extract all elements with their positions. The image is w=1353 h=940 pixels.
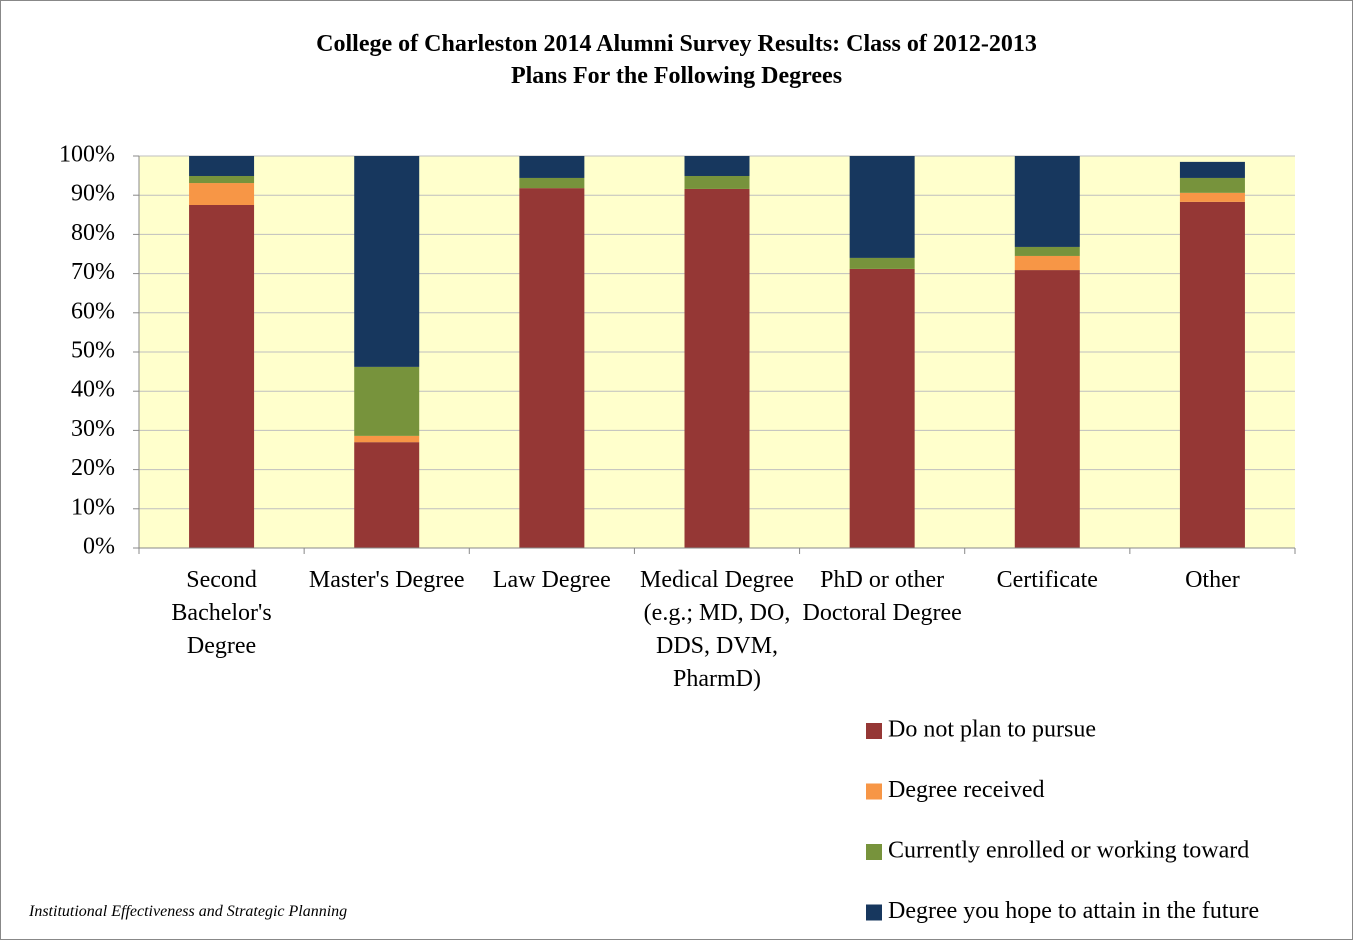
y-tick-label: 40%	[71, 377, 115, 403]
bar-segment	[849, 156, 915, 258]
bar-segment	[1014, 246, 1080, 256]
chart-title: College of Charleston 2014 Alumni Survey…	[316, 31, 1037, 57]
bar-segment	[189, 183, 255, 205]
bar-segment	[519, 188, 585, 549]
legend-swatch	[866, 844, 882, 860]
y-tick-label: 100%	[59, 142, 115, 168]
bar-segment	[189, 156, 255, 176]
bar-segment	[1179, 161, 1245, 178]
bar-segment	[1014, 255, 1080, 271]
bar-segment	[354, 435, 420, 443]
bar-segment	[1179, 192, 1245, 202]
y-tick-label: 30%	[71, 416, 115, 442]
bar-segment	[684, 188, 750, 549]
x-tick-label: Master's Degree	[308, 567, 465, 593]
bar-segment	[1179, 201, 1245, 548]
legend-label: Degree received	[888, 777, 1045, 803]
bar-segment	[1014, 156, 1080, 247]
bar-segment	[189, 205, 255, 548]
x-tick-label: Other	[1185, 567, 1240, 593]
legend-swatch	[866, 723, 882, 739]
bar-segment	[684, 175, 750, 189]
bar-segment	[519, 156, 585, 178]
y-tick-label: 90%	[71, 181, 115, 207]
bar-segment	[1179, 177, 1245, 193]
y-tick-label: 50%	[71, 338, 115, 364]
bar-segment	[849, 257, 915, 269]
chart-subtitle: Plans For the Following Degrees	[510, 63, 843, 89]
bar-segment	[354, 156, 420, 367]
footer: Institutional Effectiveness and Strategi…	[29, 903, 348, 920]
bar-segment	[354, 442, 420, 548]
legend-label: Do not plan to pursue	[888, 717, 1096, 743]
y-tick-label: 10%	[71, 494, 115, 520]
legend-swatch	[866, 783, 882, 800]
legend-swatch	[866, 904, 882, 921]
bar-segment	[1014, 270, 1080, 548]
bar-segment	[684, 156, 750, 176]
legend-label: Currently enrolled or working toward	[888, 838, 1249, 864]
y-tick-label: 60%	[71, 298, 115, 324]
legend-label: Degree you hope to attain in the future	[888, 898, 1259, 924]
bar-segment	[519, 177, 585, 189]
x-tick-label: Second Bachelor's Degree	[171, 567, 272, 659]
y-tick-label: 80%	[71, 220, 115, 246]
bar-segment	[354, 366, 420, 436]
bar-segment	[189, 175, 255, 184]
y-tick-label: 70%	[71, 259, 115, 285]
y-tick-label: 20%	[71, 455, 115, 481]
x-tick-label: Certificate	[996, 567, 1098, 593]
x-tick-label: PhD or other Doctoral Degree	[802, 567, 962, 626]
x-tick-label: Medical Degree (e.g.; MD, DO, DDS, DVM, …	[640, 567, 794, 692]
bar-segment	[849, 268, 915, 548]
y-tick-label: 0%	[83, 534, 115, 560]
x-tick-label: Law Degree	[492, 567, 611, 593]
